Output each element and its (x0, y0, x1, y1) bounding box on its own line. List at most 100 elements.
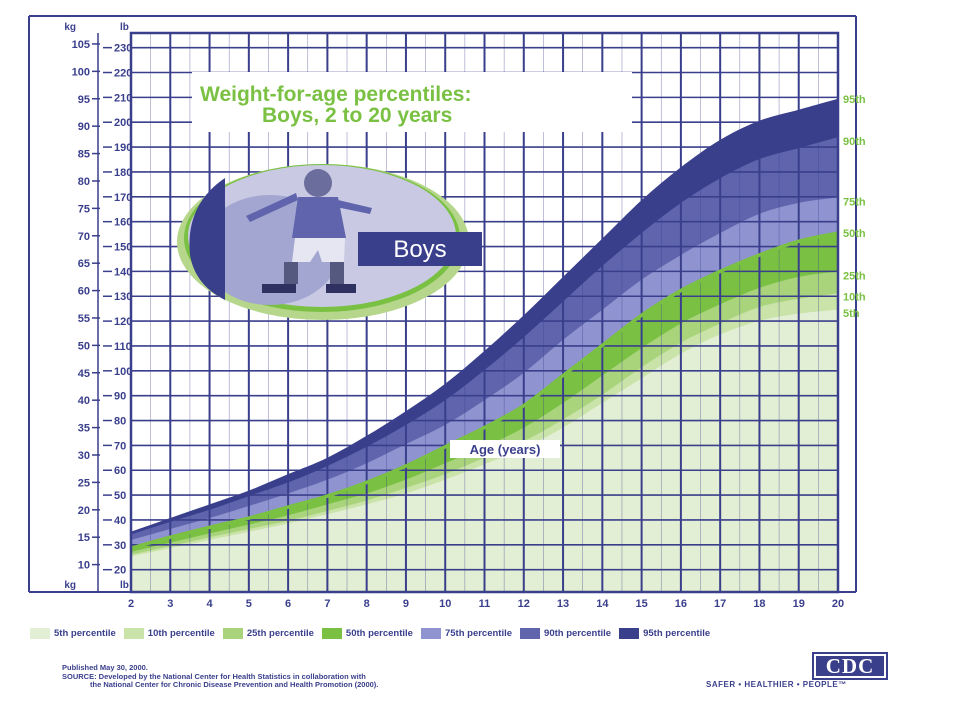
legend-label: 75th percentile (444, 628, 513, 639)
x-tick-label: 17 (714, 598, 726, 610)
boys-label-box (358, 232, 482, 266)
legend-label: 5th percentile (54, 628, 116, 639)
kg-tick-label: 90 (78, 121, 90, 133)
legend-swatch-95th (619, 628, 640, 639)
kg-tick-label: 30 (78, 450, 90, 462)
lb-tick-label: 90 (114, 391, 126, 403)
x-tick-label: 16 (675, 598, 687, 610)
boys-label: Boys (393, 236, 446, 263)
boy-photo: Boys (177, 164, 482, 320)
xlabel-bg (450, 440, 560, 458)
legend-swatch-10th (123, 628, 144, 639)
x-tick-label: 7 (324, 598, 330, 610)
kg-tick-label: 95 (78, 94, 90, 106)
legend-item: 50th percentile (321, 628, 413, 639)
cdc-tagline: SAFER • HEALTHIER • PEOPLE™ (706, 680, 847, 689)
chart-title: Weight-for-age percentiles: (200, 83, 471, 106)
lb-tick-label: 30 (114, 540, 126, 552)
lb-tick-label: 110 (114, 341, 132, 353)
x-tick-label: 8 (364, 598, 370, 610)
kg-tick-label: 50 (78, 340, 90, 352)
cdc-logo: CDC (812, 652, 888, 680)
lb-tick-label: 60 (114, 465, 126, 477)
title-box (192, 72, 632, 132)
lb-unit-bottom: lb (120, 580, 129, 591)
median-line (130, 231, 839, 550)
legend-swatch-75th (420, 628, 441, 639)
x-tick-label: 10 (439, 598, 451, 610)
lb-tick-label: 70 (114, 440, 126, 452)
source-line-2: the National Center for Chronic Disease … (90, 680, 379, 689)
x-tick-label: 3 (167, 598, 173, 610)
x-tick-label: 9 (403, 598, 409, 610)
end-label-90th: 90th (843, 136, 866, 148)
kg-tick-label: 70 (78, 231, 90, 243)
x-tick-label: 6 (285, 598, 291, 610)
kg-tick-label: 10 (78, 560, 90, 572)
source-line-1: SOURCE: Developed by the National Center… (62, 671, 366, 681)
end-label-10th: 10th (843, 291, 866, 303)
x-tick-label: 2 (128, 598, 134, 610)
lb-tick-label: 190 (114, 142, 132, 154)
legend-label: 90th percentile (544, 628, 612, 639)
median-50th-line (130, 231, 839, 550)
chart-subtitle: Boys, 2 to 20 years (262, 104, 452, 127)
legend-item: 5th percentile (30, 628, 116, 639)
legend-label: 25th percentile (246, 628, 314, 639)
lb-tick-label: 160 (114, 217, 132, 229)
lb-tick-label: 150 (114, 242, 132, 254)
kg-tick-label: 105 (72, 39, 90, 51)
publication-note: Published May 30, 2000. SOURCE: Develope… (62, 663, 379, 690)
lb-tick-label: 180 (114, 167, 132, 179)
kg-unit-bottom: kg (64, 580, 76, 591)
x-tick-label: 5 (246, 598, 252, 610)
lb-tick-label: 140 (114, 266, 132, 278)
lb-tick-label: 210 (114, 92, 132, 104)
kg-tick-label: 65 (78, 258, 90, 270)
legend-label: 10th percentile (147, 628, 215, 639)
end-label-50th: 50th (843, 228, 866, 240)
lb-tick-label: 230 (114, 43, 132, 55)
x-tick-label: 14 (596, 598, 609, 610)
legend-item: 95th percentile (619, 628, 710, 639)
lb-tick-label: 120 (114, 316, 132, 328)
lb-tick-label: 220 (114, 68, 132, 80)
end-label-75th: 75th (843, 196, 866, 208)
legend-swatch-50th (321, 628, 342, 639)
x-tick-label: 15 (635, 598, 647, 610)
legend-item: 75th percentile (420, 628, 513, 639)
kg-unit-top: kg (64, 22, 76, 33)
x-tick-label: 18 (753, 598, 765, 610)
x-tick-label: 4 (206, 598, 213, 610)
lb-tick-label: 200 (114, 117, 132, 129)
kg-tick-label: 25 (78, 477, 90, 489)
legend: 5th percentile 10th percentile 25th perc… (30, 628, 940, 639)
kg-tick-label: 55 (78, 313, 90, 325)
legend-label: 50th percentile (345, 628, 413, 639)
lb-tick-label: 170 (114, 192, 132, 204)
published-date: Published May 30, 2000. (62, 663, 148, 672)
legend-item: 90th percentile (520, 628, 611, 639)
lb-tick-label: 50 (114, 490, 126, 502)
lb-tick-label: 100 (114, 366, 132, 378)
end-label-25th: 25th (843, 270, 866, 282)
kg-tick-label: 15 (78, 532, 90, 544)
percentile-end-labels: 95th 90th 75th 50th 25th 10th 5th (843, 94, 866, 320)
plot-frame (28, 15, 857, 594)
kg-tick-label: 45 (78, 368, 90, 380)
kg-tick-label: 85 (78, 149, 90, 161)
kg-tick-label: 20 (78, 505, 90, 517)
x-axis: 2 3 4 5 6 7 8 9 10 11 12 13 14 15 16 17 18 19 20 (128, 598, 844, 610)
kg-tick-label: 100 (72, 66, 90, 78)
y-axis: 10 15 20 25 30 35 40 45 50 55 60 65 70 75 80 85 90 95 100 1… (72, 39, 133, 577)
end-label-95th: 95th (843, 94, 866, 106)
kg-tick-label: 60 (78, 286, 90, 298)
kg-tick-label: 35 (78, 423, 90, 435)
legend-swatch-25th (222, 628, 243, 639)
kg-tick-label: 40 (78, 395, 90, 407)
kg-tick-label: 80 (78, 176, 90, 188)
legend-item: 10th percentile (123, 628, 215, 639)
x-tick-label: 11 (479, 598, 491, 610)
legend-swatch-5th (30, 628, 50, 639)
legend-item: 25th percentile (222, 628, 314, 639)
